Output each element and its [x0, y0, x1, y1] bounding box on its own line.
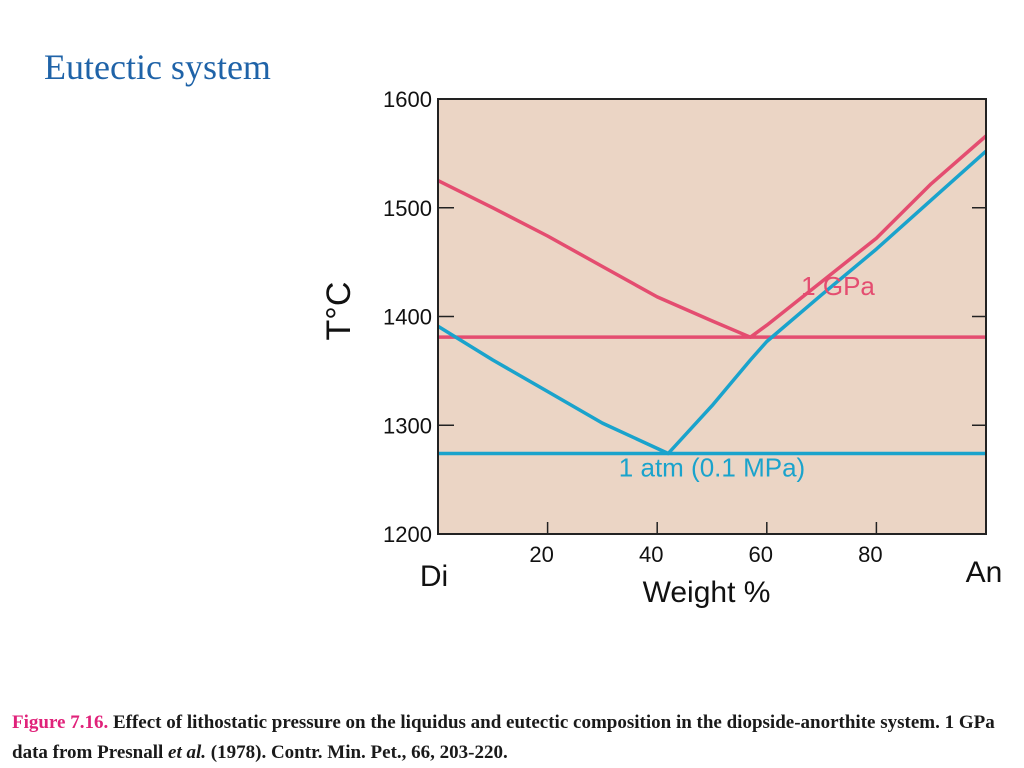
caption-text-1: Effect of lithostatic pressure on the li… [12, 712, 995, 763]
figure-caption: Figure 7.16. Effect of lithostatic press… [12, 708, 1002, 768]
x-axis-label: Weight % [643, 576, 771, 609]
liquidus-curve-1atm [437, 149, 988, 456]
y-tick-label: 1400 [383, 305, 432, 330]
liquidus-curve-1gpa [437, 134, 988, 339]
series-label-1gpa: 1 GPa [801, 271, 875, 301]
plot-frame [437, 98, 987, 535]
figure-label: Figure 7.16. [12, 712, 109, 733]
series-label-1atm: 1 atm (0.1 MPa) [619, 452, 805, 482]
x-tick-label: 40 [639, 542, 663, 567]
caption-italic: et al. [168, 742, 207, 763]
y-tick-label: 1500 [383, 196, 432, 221]
caption-text-2: (1978). Contr. Min. Pet., 66, 203-220. [206, 742, 508, 763]
x-end-label-right: An [966, 556, 1003, 589]
x-tick-label: 20 [529, 542, 553, 567]
slide-title: Eutectic system [44, 47, 271, 87]
plot-background [438, 99, 986, 534]
y-axis-label: T°C [320, 282, 358, 341]
x-tick-label: 80 [858, 542, 882, 567]
phase-diagram-chart: 20 40 60 80 1200 1300 1400 1500 1600 1 GPa 1 atm (… [320, 87, 1003, 609]
y-tick-label: 1600 [383, 87, 432, 112]
x-tick-label: 60 [749, 542, 773, 567]
y-tick-label: 1200 [383, 522, 432, 547]
x-end-label-left: Di [420, 560, 448, 593]
y-tick-label: 1300 [383, 413, 432, 438]
